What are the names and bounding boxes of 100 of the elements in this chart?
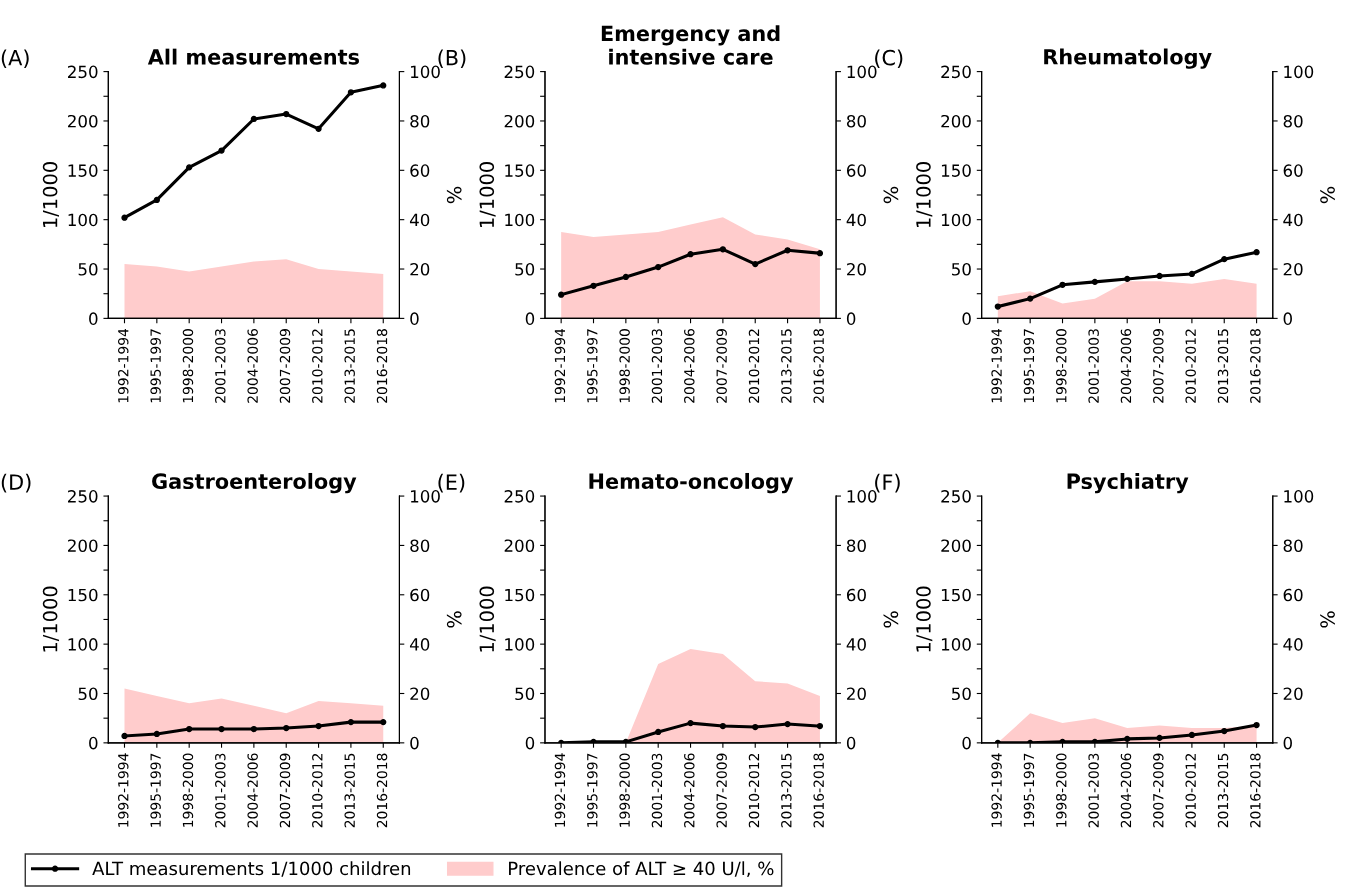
x-tick-label: 2007-2009 xyxy=(1153,753,1164,828)
x-tick-label: 2010-2012 xyxy=(748,329,760,403)
y2-tick-label: 60 xyxy=(846,588,866,602)
y2-axis-title: % xyxy=(1320,186,1335,204)
x-tick-label: 1998-2000 xyxy=(619,753,630,827)
chart-title: Gastroenterology xyxy=(152,472,357,494)
y-tick-label: 200 xyxy=(504,114,535,128)
y2-tick-label: 100 xyxy=(410,490,440,503)
x-tick-label: 2013-2015 xyxy=(344,753,355,828)
x-tick-label: 2007-2009 xyxy=(716,753,727,828)
y2-tick-label: 100 xyxy=(1284,65,1314,79)
y2-tick-label: 80 xyxy=(410,114,430,128)
x-tick-label: 1998-2000 xyxy=(619,329,630,403)
x-tick-label: 1992-1994 xyxy=(554,328,566,403)
y2-axis-title: % xyxy=(446,186,462,204)
y2-tick-label: 40 xyxy=(1283,638,1303,651)
y-tick-label: 250 xyxy=(504,490,535,503)
y-tick-label: 100 xyxy=(68,213,98,227)
x-tick-label: 2010-2012 xyxy=(312,329,323,403)
y-tick-label: 150 xyxy=(505,164,535,177)
y-tick-label: 200 xyxy=(68,539,98,552)
x-tick-label: 1998-2000 xyxy=(182,329,194,403)
y-tick-label: 100 xyxy=(68,638,98,651)
x-tick-label: 1998-2000 xyxy=(1056,329,1067,403)
y2-tick-label: 100 xyxy=(1284,490,1314,503)
y-tick-label: 250 xyxy=(941,490,971,503)
x-tick-label: 2001-2003 xyxy=(215,753,226,828)
y-axis-title: 1/1000 xyxy=(479,586,496,652)
x-tick-label: 2016-2018 xyxy=(813,753,824,828)
x-tick-label: 1992-1994 xyxy=(118,328,129,403)
y-tick-label: 150 xyxy=(941,164,971,177)
x-tick-label: 2007-2009 xyxy=(279,329,291,403)
x-tick-label: 2001-2003 xyxy=(651,753,663,828)
y2-tick-label: 60 xyxy=(1283,588,1303,602)
text: (E) xyxy=(438,473,465,493)
y-tick-label: 250 xyxy=(68,490,98,503)
y2-tick-label: 0 xyxy=(1283,312,1292,325)
x-tick-label: 2007-2009 xyxy=(279,753,291,828)
x-tick-label: 2004-2006 xyxy=(684,328,695,403)
text: (D) xyxy=(1,473,31,493)
y-tick-label: 200 xyxy=(68,114,98,128)
y-tick-label: 50 xyxy=(952,687,971,701)
x-tick-label: 1998-2000 xyxy=(1056,753,1067,827)
x-tick-label: 2013-2015 xyxy=(344,329,355,403)
y-axis-title: 1/1000 xyxy=(916,162,933,228)
x-tick-label: 1995-1997 xyxy=(587,753,598,827)
x-tick-label: 2010-2012 xyxy=(1185,329,1196,403)
y-tick-label: 250 xyxy=(504,65,535,79)
y2-tick-label: 0 xyxy=(846,736,856,750)
x-tick-label: 2013-2015 xyxy=(1217,329,1229,403)
y-tick-label: 100 xyxy=(505,638,535,651)
y-tick-label: 150 xyxy=(68,588,98,602)
x-tick-label: 2007-2009 xyxy=(716,329,727,403)
y-tick-label: 200 xyxy=(504,539,535,552)
y2-axis-title: % xyxy=(1320,611,1335,628)
y2-tick-label: 0 xyxy=(410,736,419,750)
y2-tick-label: 60 xyxy=(1283,164,1303,177)
y2-axis-title: % xyxy=(883,611,899,628)
x-tick-label: 2016-2018 xyxy=(813,329,824,403)
chart-title: Emergency and intensive care xyxy=(601,25,780,65)
y-tick-label: 150 xyxy=(68,164,98,177)
x-tick-label: 2001-2003 xyxy=(651,329,663,403)
x-tick-label: 2004-2006 xyxy=(247,753,258,828)
text: (B) xyxy=(438,49,466,68)
chart-title: Rheumatology xyxy=(1044,48,1212,69)
text: (A) xyxy=(1,49,29,68)
x-tick-label: 2010-2012 xyxy=(312,753,323,828)
y2-tick-label: 20 xyxy=(1283,687,1303,701)
x-tick-label: 2016-2018 xyxy=(376,329,388,403)
x-tick-label: 2004-2006 xyxy=(247,328,258,403)
x-tick-label: 1992-1994 xyxy=(991,328,1002,403)
x-tick-label: 2010-2012 xyxy=(748,753,760,828)
y2-axis-title: % xyxy=(446,611,462,628)
legend-label: Prevalence of ALT ≥ 40 U/l, % xyxy=(509,861,774,878)
chart-title: Psychiatry xyxy=(1067,472,1189,494)
x-tick-label: 1992-1994 xyxy=(118,753,129,827)
y-tick-label: 200 xyxy=(941,114,971,128)
y-axis-title: 1/1000 xyxy=(42,162,59,228)
y-tick-label: 100 xyxy=(505,213,535,227)
y-tick-label: 0 xyxy=(962,736,971,750)
y-tick-label: 0 xyxy=(525,736,535,750)
x-tick-label: 2016-2018 xyxy=(1250,753,1261,828)
y-tick-label: 200 xyxy=(941,539,971,552)
x-tick-label: 1995-1997 xyxy=(1023,753,1035,827)
y2-tick-label: 80 xyxy=(846,114,866,128)
y2-axis-title: % xyxy=(883,186,899,204)
y2-tick-label: 40 xyxy=(846,638,866,651)
legend-label: ALT measurements 1/1000 children xyxy=(92,861,411,877)
y2-tick-label: 60 xyxy=(846,164,866,177)
x-tick-label: 1998-2000 xyxy=(182,753,194,827)
y-axis-title: 1/1000 xyxy=(479,162,496,228)
x-tick-label: 2013-2015 xyxy=(781,329,792,403)
y-tick-label: 0 xyxy=(962,312,971,325)
y2-tick-label: 20 xyxy=(847,262,866,276)
x-tick-label: 1995-1997 xyxy=(150,753,161,827)
chart-title: Hemato-oncology xyxy=(589,472,794,494)
y-tick-label: 250 xyxy=(941,65,971,79)
y2-tick-label: 40 xyxy=(409,638,430,651)
y-tick-label: 100 xyxy=(941,213,971,227)
x-tick-label: 2001-2003 xyxy=(215,329,226,403)
